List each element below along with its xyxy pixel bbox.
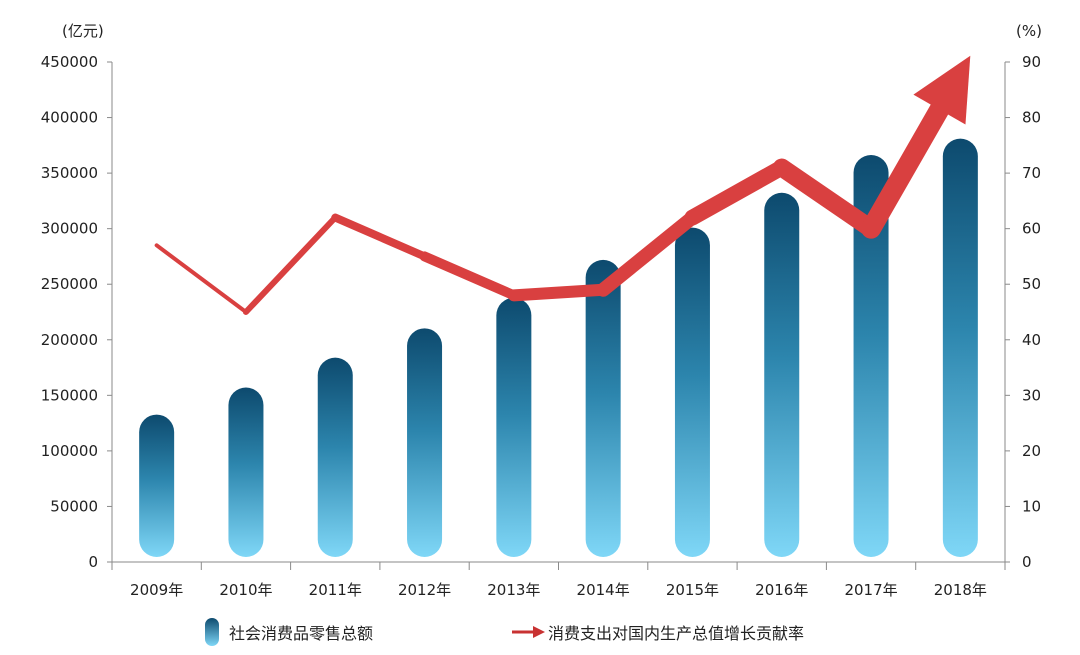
line-segment [507, 283, 610, 302]
bar [853, 155, 889, 557]
right-tick-label: 0 [1022, 553, 1032, 571]
x-tick-label: 2009年 [130, 581, 183, 599]
bar [496, 297, 532, 557]
bar [942, 138, 978, 558]
line-segment [242, 214, 339, 315]
line-segment [419, 251, 519, 301]
line-segment [861, 99, 950, 239]
bars-group [139, 138, 978, 558]
left-tick-label: 200000 [41, 331, 98, 349]
bar [228, 387, 264, 557]
legend-line-label: 消费支出对国内生产总值增长贡献率 [548, 624, 804, 643]
line-segment [154, 243, 248, 314]
bar [139, 414, 175, 557]
line-arrowhead [913, 55, 971, 125]
right-tick-label: 20 [1022, 442, 1041, 460]
x-tick-label: 2014年 [577, 581, 630, 599]
legend-bar-swatch [205, 618, 219, 646]
line-segment [331, 213, 429, 261]
x-tick-label: 2015年 [666, 581, 719, 599]
right-tick-label: 70 [1022, 164, 1041, 182]
x-tick-label: 2010年 [219, 581, 272, 599]
left-tick-label: 450000 [41, 53, 98, 71]
legend-bar-label: 社会消费品零售总额 [229, 624, 373, 643]
line-segment [684, 159, 790, 226]
bar [585, 259, 621, 557]
right-tick-label: 30 [1022, 386, 1041, 404]
line-segment [772, 158, 881, 238]
left-tick-label: 0 [88, 553, 98, 571]
left-tick-label: 350000 [41, 164, 98, 182]
line-segment [596, 210, 700, 297]
right-tick-label: 10 [1022, 497, 1041, 515]
left-tick-label: 100000 [41, 442, 98, 460]
left-tick-label: 50000 [50, 497, 98, 515]
bar [407, 328, 443, 557]
x-tick-label: 2018年 [934, 581, 987, 599]
left-tick-label: 300000 [41, 220, 98, 238]
x-tick-label: 2016年 [755, 581, 808, 599]
x-tick-label: 2012年 [398, 581, 451, 599]
right-tick-label: 90 [1022, 53, 1041, 71]
x-tick-label: 2011年 [309, 581, 362, 599]
right-tick-label: 40 [1022, 331, 1041, 349]
legend: 社会消费品零售总额 消费支出对国内生产总值增长贡献率 [205, 618, 804, 646]
right-tick-label: 50 [1022, 275, 1041, 293]
left-tick-label: 150000 [41, 386, 98, 404]
right-tick-label: 60 [1022, 220, 1041, 238]
left-axis-unit: (亿元) [62, 22, 104, 40]
x-tick-label: 2017年 [844, 581, 897, 599]
left-tick-label: 400000 [41, 109, 98, 127]
bar [764, 192, 800, 557]
right-tick-label: 80 [1022, 109, 1041, 127]
legend-line-swatch [512, 626, 545, 638]
left-tick-label: 250000 [41, 275, 98, 293]
line-series-group [154, 55, 971, 315]
axes: 0 50000 100000 150000 200000 250000 300000 3500… [41, 53, 1041, 599]
bar [674, 227, 710, 558]
right-axis-unit: (%) [1016, 22, 1042, 40]
bar [317, 357, 353, 557]
x-tick-label: 2013年 [487, 581, 540, 599]
